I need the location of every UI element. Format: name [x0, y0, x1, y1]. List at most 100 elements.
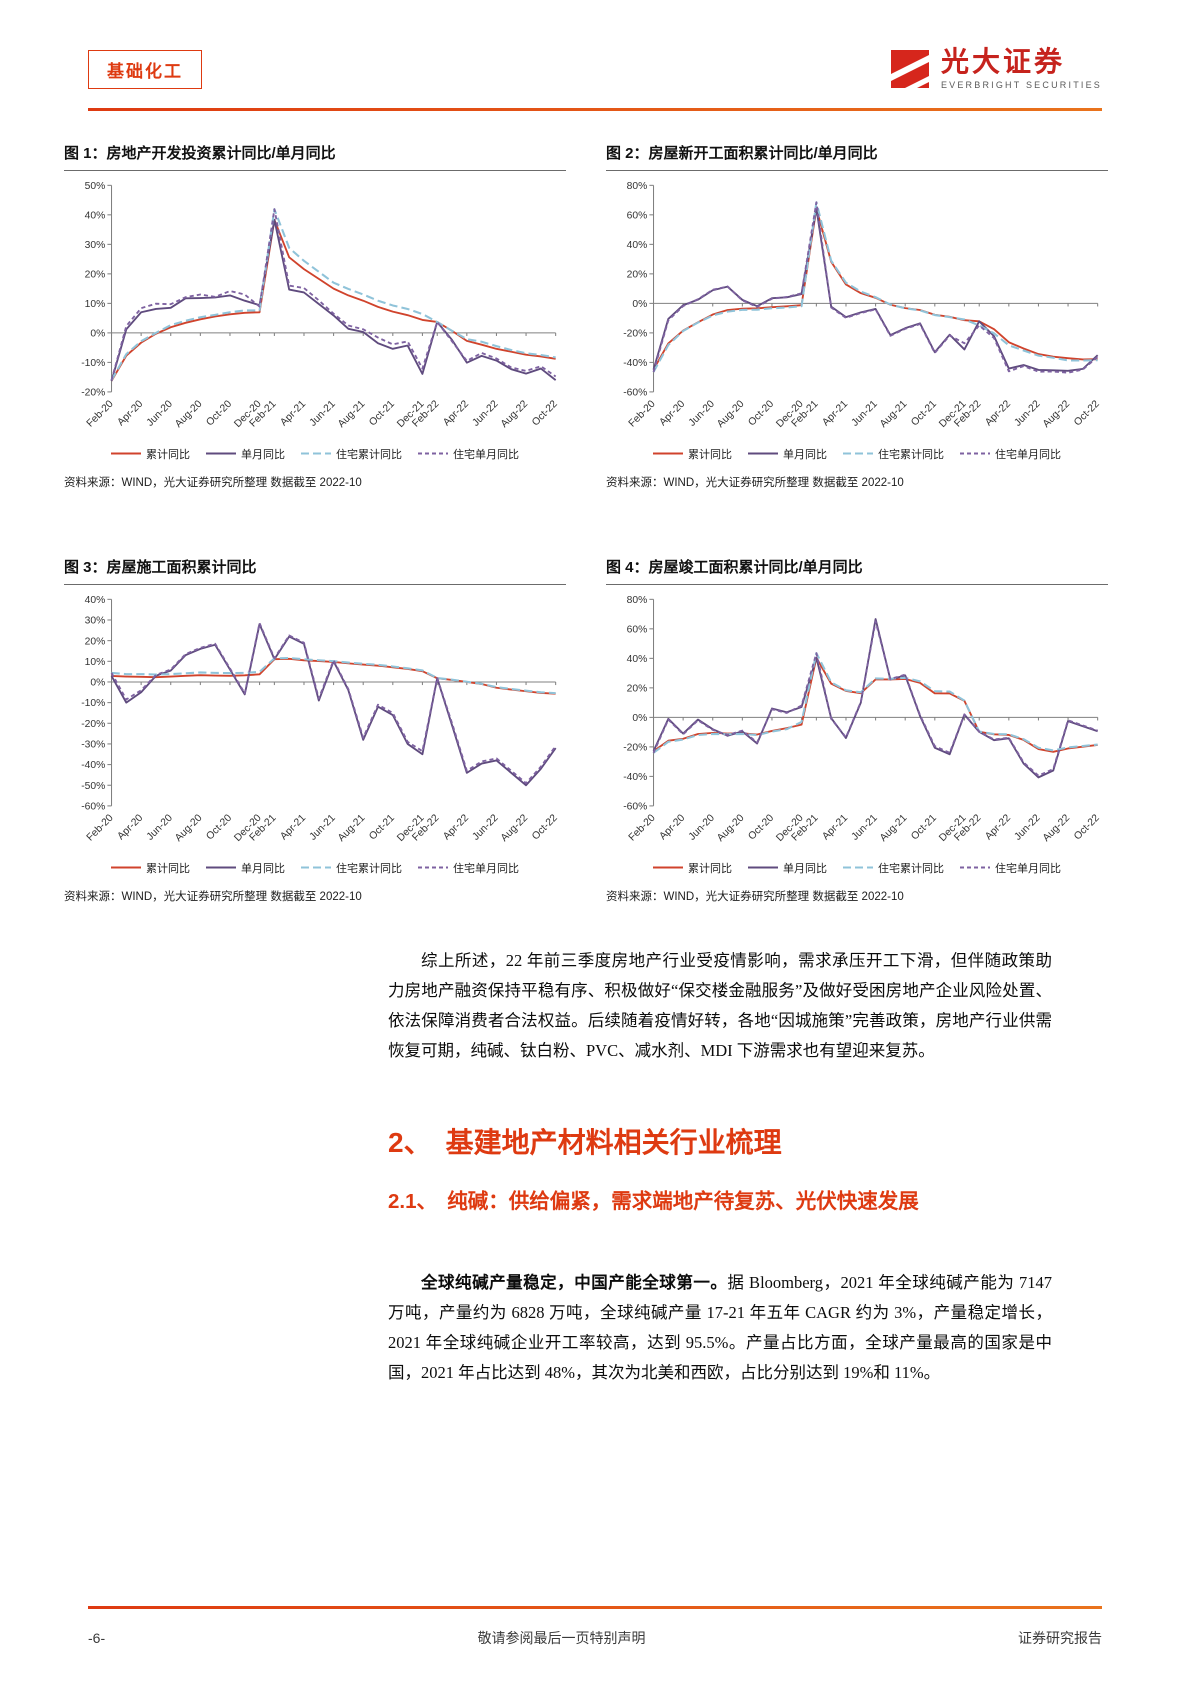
- legend-item: 累计同比: [653, 446, 732, 462]
- x-tick-label: Aug-21: [336, 398, 367, 429]
- x-tick-label: Feb-20: [85, 812, 116, 843]
- legend-label: 单月同比: [783, 448, 827, 461]
- y-tick-label: -30%: [81, 739, 105, 750]
- y-tick-label: -60%: [623, 388, 647, 399]
- x-tick-label: Oct-20: [204, 812, 234, 842]
- figure-title: 图 3：房屋施工面积累计同比: [64, 556, 566, 585]
- y-tick-label: 20%: [627, 683, 648, 694]
- x-tick-label: Aug-20: [715, 812, 746, 843]
- y-tick-label: -60%: [623, 801, 647, 812]
- legend-line-sample-icon: [418, 452, 448, 455]
- y-tick-label: -50%: [81, 781, 105, 792]
- y-tick-label: 0%: [632, 713, 647, 724]
- paragraph-text: 全球纯碱产量稳定，中国产能全球第一。据 Bloomberg，2021 年全球纯碱…: [388, 1268, 1052, 1388]
- x-tick-label: Aug-21: [336, 812, 367, 843]
- figure-2: 图 2：房屋新开工面积累计同比/单月同比 80% 60% 40% 20% 0% -20% -…: [606, 142, 1108, 490]
- legend-line-sample-icon: [960, 452, 990, 455]
- x-tick-label: Apr-21: [821, 812, 851, 842]
- y-tick-label: 60%: [627, 210, 648, 221]
- x-tick-label: Aug-21: [878, 812, 909, 843]
- legend-item: 住宅单月同比: [418, 446, 519, 462]
- x-tick-label: Apr-20: [658, 812, 688, 842]
- x-tick-label: Jun-20: [145, 812, 175, 842]
- y-tick-label: 10%: [85, 299, 106, 310]
- legend-item: 住宅累计同比: [301, 446, 402, 462]
- x-tick-label: Aug-22: [1041, 812, 1072, 843]
- chart-legend: 累计同比 单月同比 住宅累计同比 住宅单月同比: [606, 446, 1108, 462]
- x-tick-label: Apr-20: [658, 398, 688, 428]
- y-tick-label: 10%: [85, 657, 106, 668]
- footer-report-type: 证券研究报告: [1018, 1630, 1102, 1646]
- x-tick-label: Oct-20: [746, 398, 776, 428]
- figure-title: 图 1：房地产开发投资累计同比/单月同比: [64, 142, 566, 171]
- y-tick-label: -20%: [81, 388, 105, 399]
- series-line-res_cum: [652, 201, 1098, 373]
- figure-source: 资料来源：WIND，光大证券研究所整理 数据截至 2022-10: [64, 476, 362, 489]
- series-line-res_mon: [652, 620, 1098, 777]
- axes: 50% 40% 30% 20% 10% 0% -10% -20%: [81, 181, 557, 399]
- line-chart-under-construction: 40% 30% 20% 10% 0% -10% -20% -30% -40% -50% -60%Fe…: [81, 595, 560, 844]
- chart-legend: 累计同比 单月同比 住宅累计同比 住宅单月同比: [64, 446, 566, 462]
- legend-label: 住宅单月同比: [453, 448, 519, 461]
- footer-rule: [88, 1606, 1102, 1609]
- x-tick-label: Oct-22: [1072, 812, 1102, 842]
- legend-label: 住宅单月同比: [995, 448, 1061, 461]
- category-badge: 基础化工: [88, 49, 202, 89]
- y-tick-label: 20%: [85, 636, 106, 647]
- paragraph-text: 综上所述，22 年前三季度房地产行业受疫情影响，需求承压开工下滑，但伴随政策助力…: [388, 951, 1052, 1061]
- legend-item: 单月同比: [206, 446, 285, 462]
- legend-item: 单月同比: [748, 860, 827, 876]
- page-header: 基础化工 光大证券 EVERBRIGHT SECURITIES: [88, 48, 1102, 90]
- series-line-cum: [652, 656, 1098, 753]
- y-tick-label: 40%: [627, 654, 648, 665]
- legend-label: 单月同比: [241, 448, 285, 461]
- y-tick-label: 50%: [85, 181, 106, 192]
- subsection-heading: 2.1、 纯碱：供给偏紧，需求端地产待复苏、光伏快速发展: [388, 1190, 919, 1213]
- page-footer: -6- 敬请参阅最后一页特别声明 证券研究报告: [88, 1628, 1102, 1648]
- x-tick-label: Aug-22: [499, 812, 530, 843]
- x-tick-label: Jun-22: [1013, 812, 1043, 842]
- paragraph-lead-bold: 全球纯碱产量稳定，中国产能全球第一。: [421, 1273, 728, 1292]
- axes: 80% 60% 40% 20% 0% -20% -40% -60%: [623, 181, 1099, 399]
- x-tick-label: Apr-22: [983, 812, 1013, 842]
- legend-line-sample-icon: [748, 452, 778, 455]
- legend-label: 住宅单月同比: [995, 862, 1061, 875]
- chart-legend: 累计同比 单月同比 住宅累计同比 住宅单月同比: [606, 860, 1108, 876]
- header-rule: [88, 108, 1102, 111]
- axes: 40% 30% 20% 10% 0% -10% -20% -30% -40% -50% -60%: [81, 595, 557, 812]
- line-chart-new-starts: 80%60%40%20%0%-20%-40%-60%Feb-20 Apr-20 Ju…: [623, 181, 1102, 430]
- legend-line-sample-icon: [843, 866, 873, 869]
- legend-label: 累计同比: [688, 448, 732, 461]
- y-tick-label: -60%: [81, 801, 105, 812]
- brand-logo-icon: [890, 50, 929, 88]
- legend-item: 住宅累计同比: [301, 860, 402, 876]
- x-tick-label: Aug-22: [1041, 398, 1072, 429]
- legend-item: 住宅累计同比: [843, 860, 944, 876]
- x-tick-label: Aug-20: [173, 812, 204, 843]
- x-tick-label: Oct-20: [204, 398, 234, 428]
- legend-line-sample-icon: [653, 452, 683, 455]
- paragraph-soda-ash: 全球纯碱产量稳定，中国产能全球第一。据 Bloomberg，2021 年全球纯碱…: [388, 1268, 1052, 1388]
- legend-line-sample-icon: [960, 866, 990, 869]
- legend-label: 住宅单月同比: [453, 862, 519, 875]
- y-tick-label: -10%: [81, 698, 105, 709]
- series-line-res_mon: [652, 201, 1099, 374]
- y-tick-label: 40%: [85, 595, 106, 606]
- legend-line-sample-icon: [206, 452, 236, 455]
- brand-subtitle: EVERBRIGHT SECURITIES: [940, 79, 1102, 90]
- series-line-res_cum: [652, 651, 1098, 754]
- footer-disclaimer: 敬请参阅最后一页特别声明: [477, 1630, 646, 1646]
- figure-title: 图 4：房屋竣工面积累计同比/单月同比: [606, 556, 1108, 585]
- series-line-res_mon: [110, 208, 557, 381]
- legend-line-sample-icon: [111, 866, 141, 869]
- figure-1: 图 1：房地产开发投资累计同比/单月同比 50% 40% 30% 20% 10% 0% -1…: [64, 142, 566, 490]
- x-tick-label: Jun-21: [850, 812, 880, 842]
- y-tick-label: -40%: [81, 760, 105, 771]
- x-tick-label: Jun-21: [850, 398, 880, 428]
- x-tick-label: Oct-22: [1072, 398, 1102, 428]
- y-tick-label: -40%: [623, 358, 647, 369]
- legend-line-sample-icon: [748, 866, 778, 869]
- legend-item: 住宅单月同比: [960, 446, 1061, 462]
